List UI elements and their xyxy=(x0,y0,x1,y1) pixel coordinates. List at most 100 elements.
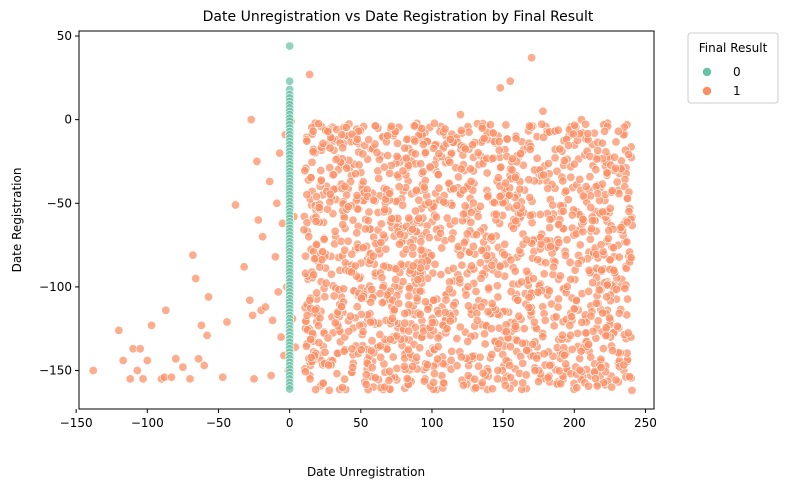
data-point-series-1 xyxy=(558,176,568,186)
data-point-series-1 xyxy=(513,295,523,305)
data-point-series-1 xyxy=(352,302,362,312)
data-point-series-1 xyxy=(318,138,328,148)
data-point-series-1 xyxy=(361,370,371,380)
data-point-series-1 xyxy=(494,145,504,155)
data-point-series-1 xyxy=(519,324,529,334)
data-point-series-1 xyxy=(578,227,588,237)
data-point-series-1 xyxy=(505,76,515,86)
data-point-series-1 xyxy=(532,153,542,163)
data-point-series-1 xyxy=(612,284,622,294)
data-point-series-1 xyxy=(529,317,539,327)
data-point-series-1 xyxy=(515,184,525,194)
data-point-series-1 xyxy=(460,201,470,211)
data-point-series-1 xyxy=(400,143,410,153)
data-point-series-1 xyxy=(248,310,258,320)
data-point-series-1 xyxy=(622,294,632,304)
data-point-series-1 xyxy=(575,365,585,375)
data-point-series-1 xyxy=(614,252,624,262)
data-point-series-1 xyxy=(332,369,342,379)
data-point-series-1 xyxy=(310,305,320,315)
data-point-series-1 xyxy=(452,334,462,344)
data-point-series-1 xyxy=(265,177,275,187)
data-point-series-1 xyxy=(468,241,478,251)
data-point-series-1 xyxy=(272,198,282,208)
data-point-series-1 xyxy=(476,302,486,312)
data-point-series-1 xyxy=(415,343,425,353)
data-point-series-1 xyxy=(597,265,607,275)
data-point-series-1 xyxy=(479,133,489,143)
data-point-series-1 xyxy=(416,237,426,247)
data-point-series-1 xyxy=(609,265,619,275)
data-point-series-1 xyxy=(609,243,619,253)
data-point-series-1 xyxy=(455,274,465,284)
data-point-series-1 xyxy=(379,162,389,172)
data-point-series-1 xyxy=(369,195,379,205)
data-point-series-1 xyxy=(384,376,394,386)
data-point-series-1 xyxy=(471,383,481,393)
data-point-series-1 xyxy=(457,260,467,270)
data-point-series-1 xyxy=(273,287,283,297)
data-point-series-1 xyxy=(585,234,595,244)
data-point-series-1 xyxy=(389,305,399,315)
data-point-series-1 xyxy=(501,120,511,130)
data-point-series-1 xyxy=(525,192,535,202)
data-point-series-1 xyxy=(268,315,278,325)
data-point-series-1 xyxy=(383,150,393,160)
data-point-series-1 xyxy=(561,359,571,369)
x-axis: −150 −100 −50 0 50 100 150 200 250 xyxy=(60,409,657,430)
data-point-series-1 xyxy=(494,339,504,349)
data-point-series-1 xyxy=(344,326,354,336)
data-point-series-1 xyxy=(395,230,405,240)
data-point-series-1 xyxy=(581,119,591,129)
data-point-series-1 xyxy=(475,352,485,362)
data-point-series-1 xyxy=(318,378,328,388)
data-point-series-1 xyxy=(338,143,348,153)
data-point-series-1 xyxy=(171,354,181,364)
data-point-series-1 xyxy=(331,155,341,165)
data-point-series-1 xyxy=(337,302,347,312)
data-point-series-1 xyxy=(462,229,472,239)
data-point-series-1 xyxy=(252,156,262,166)
data-point-series-1 xyxy=(569,159,579,169)
data-point-series-1 xyxy=(597,138,607,148)
data-point-series-1 xyxy=(493,365,503,375)
data-point-series-1 xyxy=(493,374,503,384)
data-point-series-1 xyxy=(375,341,385,351)
data-point-series-1 xyxy=(493,173,503,183)
data-point-series-1 xyxy=(624,206,634,216)
data-point-series-1 xyxy=(596,363,606,373)
data-point-series-1 xyxy=(339,346,349,356)
data-point-series-1 xyxy=(593,316,603,326)
data-point-series-1 xyxy=(325,143,335,153)
data-point-series-1 xyxy=(399,361,409,371)
data-point-series-1 xyxy=(304,232,314,242)
data-point-series-1 xyxy=(475,258,485,268)
data-point-series-1 xyxy=(441,295,451,305)
data-point-series-1 xyxy=(337,130,347,140)
data-point-series-1 xyxy=(495,261,505,271)
data-point-series-1 xyxy=(384,366,394,376)
data-point-series-1 xyxy=(419,376,429,386)
data-point-series-1 xyxy=(575,174,585,184)
data-point-series-1 xyxy=(493,269,503,279)
data-point-series-1 xyxy=(306,173,316,183)
data-point-series-1 xyxy=(483,192,493,202)
data-point-series-1 xyxy=(495,83,505,93)
data-point-series-1 xyxy=(588,278,598,288)
data-point-series-1 xyxy=(590,374,600,384)
data-point-series-1 xyxy=(391,264,401,274)
data-point-series-1 xyxy=(400,318,410,328)
data-point-series-1 xyxy=(592,381,602,391)
data-point-series-1 xyxy=(510,172,520,182)
data-point-series-1 xyxy=(135,344,145,354)
data-point-series-1 xyxy=(468,140,478,150)
data-point-series-1 xyxy=(527,53,537,63)
data-point-series-1 xyxy=(534,377,544,387)
data-point-series-1 xyxy=(218,372,228,382)
data-point-series-1 xyxy=(347,249,357,259)
data-point-series-1 xyxy=(142,355,152,365)
data-point-series-1 xyxy=(586,352,596,362)
data-point-series-1 xyxy=(417,124,427,134)
data-point-series-1 xyxy=(435,228,445,238)
data-point-series-1 xyxy=(578,214,588,224)
